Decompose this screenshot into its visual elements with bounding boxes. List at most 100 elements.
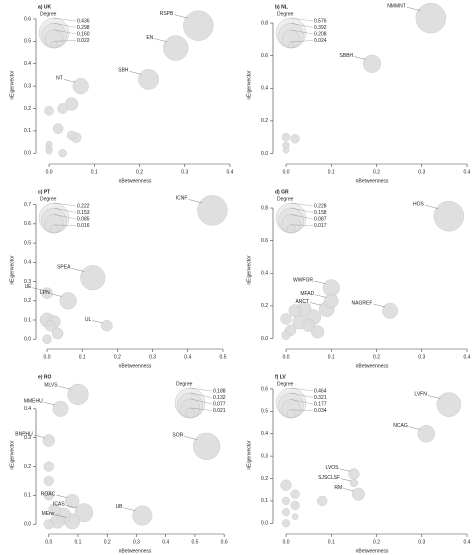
legend-leader — [290, 207, 314, 213]
bubble — [324, 293, 339, 309]
bubble — [193, 432, 221, 460]
panel-title: b) NL — [275, 4, 288, 10]
y-tick-label: 0.1 — [24, 317, 31, 323]
bubble — [415, 2, 447, 34]
legend-label: 0.436 — [77, 18, 90, 24]
x-tick-label: 0.4 — [464, 169, 471, 175]
y-tick-label: 0.1 — [261, 498, 268, 504]
point-label: LVFN — [414, 392, 427, 398]
bubble — [433, 200, 465, 232]
bubble — [43, 475, 54, 487]
leader-line — [427, 395, 441, 399]
legend-label: 0.321 — [314, 395, 327, 401]
x-tick-label: 0.6 — [221, 539, 228, 545]
bubble — [41, 287, 53, 299]
x-axis-label: nBetweenness — [119, 178, 152, 184]
point-label: BNPHU — [15, 431, 33, 437]
bubble — [290, 489, 300, 499]
y-tick-label: 0.8 — [261, 20, 268, 26]
leader-line — [343, 488, 355, 492]
legend-bubble — [49, 224, 59, 234]
y-tick-label: 0.2 — [261, 303, 268, 309]
legend-label: 0.024 — [314, 38, 327, 44]
legend-leader — [189, 387, 213, 392]
legend-title: Degree — [277, 196, 294, 202]
x-tick-label: 0.1 — [328, 539, 335, 545]
bubble — [43, 461, 54, 472]
bubble — [52, 400, 69, 417]
y-tick-label: 0.6 — [24, 221, 31, 227]
legend-leader — [53, 224, 77, 226]
y-tick-label: 0.5 — [24, 240, 31, 246]
leader-line — [123, 507, 136, 511]
bubble — [66, 130, 77, 141]
bubble — [44, 106, 54, 116]
y-axis-label: nEigenvector — [246, 255, 252, 285]
y-tick-label: 0.0 — [24, 522, 31, 528]
legend-leader — [290, 409, 314, 411]
legend-label: 0.077 — [213, 401, 226, 407]
legend-leader — [290, 387, 314, 392]
legend-label: 0.087 — [314, 216, 327, 222]
bubble — [43, 490, 54, 501]
legend-leader — [290, 214, 314, 220]
leader-line — [71, 268, 85, 272]
bubble — [290, 500, 300, 510]
leader-line — [354, 56, 366, 60]
bubble — [163, 35, 189, 61]
y-axis-label: nEigenvector — [246, 440, 252, 470]
legend-label: 0.085 — [77, 216, 90, 222]
bubble — [57, 103, 68, 114]
y-axis-label: nEigenvector — [9, 440, 15, 470]
y-tick-label: 0.4 — [24, 406, 31, 412]
y-tick-label: 0.3 — [24, 279, 31, 285]
point-label: EN — [146, 35, 153, 41]
leader-line — [50, 293, 63, 297]
legend-label: 0.208 — [314, 31, 327, 37]
leader-line — [406, 6, 421, 11]
y-tick-label: 0.1 — [24, 493, 31, 499]
y-axis-label: nEigenvector — [9, 255, 15, 285]
bubble — [281, 330, 291, 340]
bubble — [44, 320, 57, 332]
bubble — [58, 149, 67, 158]
point-label: ICAS — [53, 502, 65, 508]
legend-label: 0.022 — [77, 38, 90, 44]
legend-leader — [189, 398, 213, 405]
bubble — [42, 434, 55, 447]
leader-line — [313, 280, 326, 284]
legend-leader — [53, 17, 77, 22]
point-label: SJSCLSF — [318, 475, 340, 481]
y-axis-label: nEigenvector — [9, 70, 15, 100]
y-tick-label: 0.3 — [24, 83, 31, 89]
legend-label: 0.392 — [314, 25, 327, 31]
leader-line — [56, 494, 68, 498]
legend-label: 0.016 — [77, 223, 90, 229]
legend-leader — [53, 214, 77, 220]
legend-title: Degree — [277, 11, 294, 17]
legend-bubble — [50, 41, 58, 49]
x-tick-label: 0.3 — [418, 169, 425, 175]
legend-leader — [290, 17, 314, 22]
x-tick-label: 0.4 — [464, 539, 471, 545]
x-tick-label: 0.0 — [45, 539, 52, 545]
x-tick-label: 0.0 — [46, 169, 53, 175]
leader-line — [174, 14, 188, 19]
bubble — [290, 134, 300, 144]
point-label: MLVS — [44, 383, 58, 389]
point-label: SBH — [118, 68, 129, 74]
bubble — [281, 133, 291, 142]
y-tick-label: 0.2 — [24, 106, 31, 112]
legend-title: Degree — [40, 11, 57, 17]
x-tick-label: 0.3 — [181, 169, 188, 175]
y-tick-label: 0.1 — [24, 128, 31, 134]
y-tick-label: 0.6 — [261, 386, 268, 392]
bubble — [282, 146, 290, 154]
point-label: WWFGR — [293, 277, 313, 283]
bubble — [74, 503, 94, 523]
bubble — [280, 479, 292, 491]
bubble — [101, 320, 113, 332]
x-tick-label: 0.1 — [328, 169, 335, 175]
bubble — [317, 495, 328, 507]
legend-leader — [189, 392, 213, 398]
